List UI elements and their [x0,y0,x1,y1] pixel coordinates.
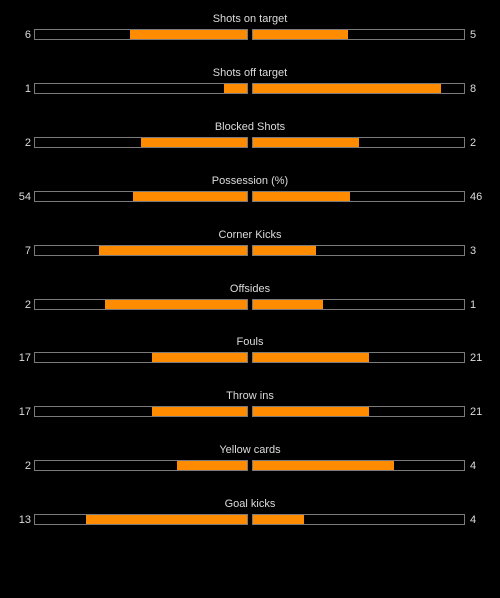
away-value: 8 [470,82,477,95]
away-value: 2 [470,136,477,149]
home-bar-fill [85,515,247,525]
home-bar [34,82,248,94]
stat-title: Fouls [236,336,264,349]
stat-title: Throw ins [226,390,274,403]
home-value: 13 [18,514,31,527]
away-value: 1 [470,298,477,311]
away-bar [252,298,465,310]
away-value: 21 [470,406,483,419]
home-bar-fill [151,407,247,417]
home-value: 7 [24,244,31,257]
away-value: 21 [470,352,483,365]
home-value: 2 [24,298,31,311]
stat-row-shots-off-target: Shots off target 1 8 [0,62,500,102]
home-value: 17 [18,352,31,365]
home-bar [34,514,248,526]
stat-title: Blocked Shots [214,120,286,133]
away-bar-fill [253,137,359,147]
stat-row-offsides: Offsides 2 1 [0,278,500,318]
away-bar-fill [253,191,351,201]
home-value: 6 [24,29,31,41]
home-bar-fill [130,30,247,39]
stat-title: Offsides [229,282,271,295]
home-bar-fill [104,299,247,309]
away-value: 4 [470,514,477,527]
home-bar-fill [151,353,247,363]
away-bar-fill [253,30,348,39]
stat-row-shots-on-target: Shots on target 6 5 [0,8,500,48]
away-bar-fill [253,461,395,471]
stat-title: Corner Kicks [218,228,282,241]
stat-title: Possession (%) [211,174,289,187]
away-bar-fill [253,515,304,525]
stat-row-fouls: Fouls 17 21 [0,331,500,371]
stat-row-throw-ins: Throw ins 17 21 [0,385,500,425]
home-bar [34,298,248,310]
home-value: 54 [18,190,31,203]
stat-title: Yellow cards [219,444,281,457]
away-bar-fill [253,407,370,417]
away-value: 46 [470,190,483,203]
away-bar [252,82,465,94]
away-bar [252,190,465,202]
home-bar-fill [177,461,247,471]
home-bar-fill [98,245,247,255]
away-value: 4 [470,460,477,473]
home-bar-fill [141,137,247,147]
home-bar [34,29,248,40]
home-value: 17 [18,406,31,419]
stat-row-goal-kicks: Goal kicks 13 4 [0,493,500,533]
home-bar [34,460,248,472]
stat-title: Shots on target [212,13,288,25]
away-bar [252,406,465,418]
stat-title: Shots off target [212,66,288,79]
away-bar-fill [253,245,317,255]
away-bar [252,514,465,526]
stat-row-yellow-cards: Yellow cards 2 4 [0,439,500,479]
away-bar-fill [253,353,370,363]
home-bar [34,406,248,418]
away-bar [252,244,465,256]
away-value: 3 [470,244,477,257]
home-bar-fill [223,83,247,93]
away-bar [252,136,465,148]
home-bar-fill [132,191,247,201]
home-bar [34,190,248,202]
stat-row-blocked-shots: Blocked Shots 2 2 [0,116,500,156]
away-bar [252,460,465,472]
away-bar-fill [253,299,323,309]
stat-title: Goal kicks [224,498,276,511]
away-bar [252,29,465,40]
stat-row-possession: Possession (%) 54 46 [0,170,500,210]
home-value: 2 [24,460,31,473]
away-bar [252,352,465,364]
away-value: 5 [470,29,477,41]
away-bar-fill [253,83,441,93]
home-bar [34,352,248,364]
stat-row-corner-kicks: Corner Kicks 7 3 [0,224,500,264]
home-bar [34,136,248,148]
home-value: 1 [24,82,31,95]
home-value: 2 [24,136,31,149]
home-bar [34,244,248,256]
